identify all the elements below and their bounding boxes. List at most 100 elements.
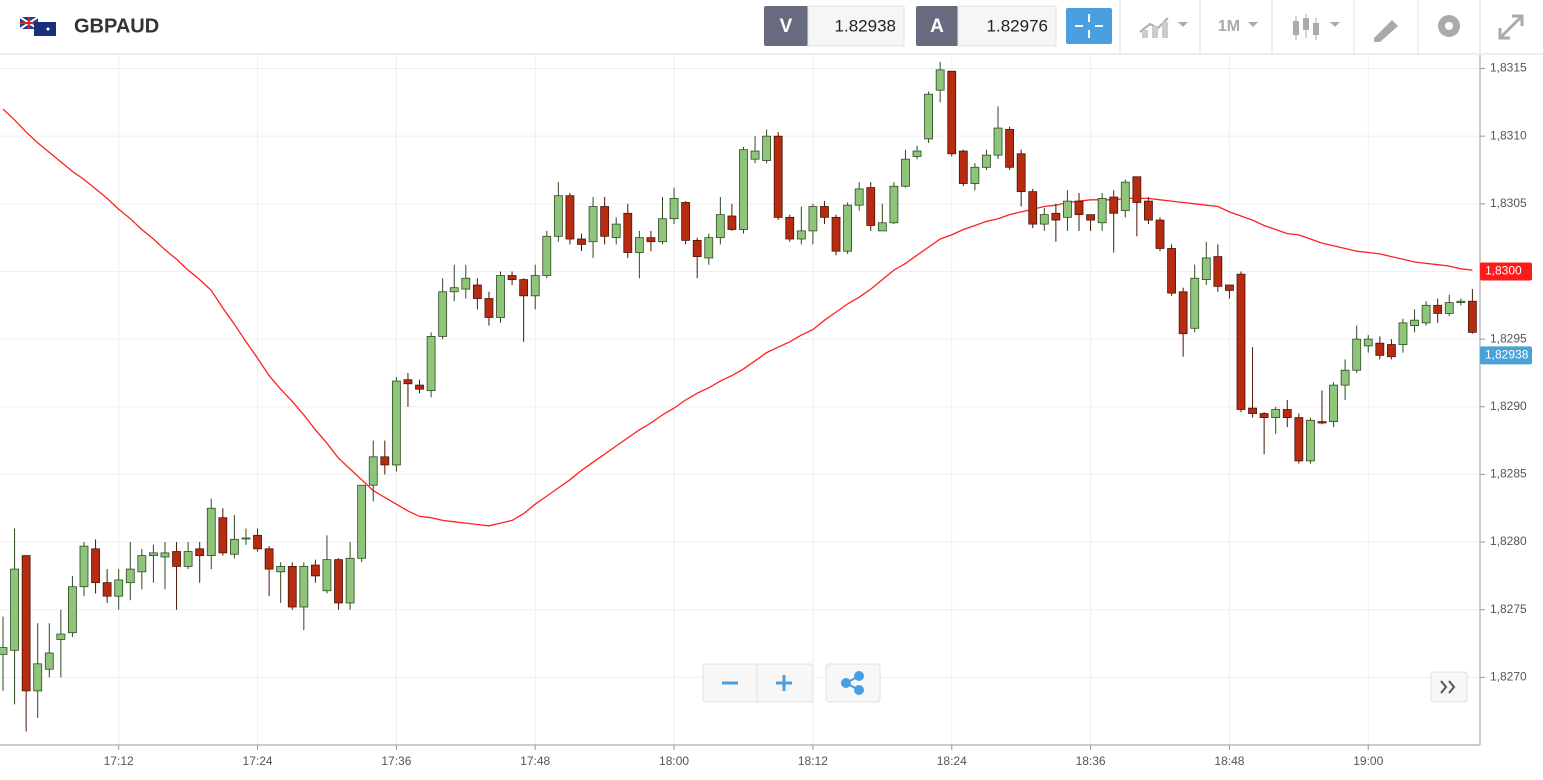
candle-body xyxy=(299,566,309,608)
bid-box[interactable] xyxy=(807,5,905,47)
candle-body xyxy=(785,216,795,240)
flag-star xyxy=(46,27,50,31)
candle-body xyxy=(692,239,702,257)
x-tick-label: 19:00 xyxy=(1353,754,1383,768)
draw-button[interactable] xyxy=(1374,20,1398,42)
chart-type-button[interactable] xyxy=(1293,14,1340,40)
candle-body xyxy=(1167,248,1176,294)
candle-body xyxy=(681,202,691,241)
candle-body xyxy=(137,555,147,573)
candle-body xyxy=(415,384,424,390)
toolbar-dividers xyxy=(1119,0,1481,54)
share-icon xyxy=(841,671,864,695)
crosshair-button[interactable] xyxy=(1066,8,1112,44)
candle-body xyxy=(68,586,77,634)
zoom-box xyxy=(702,663,814,703)
candle-body xyxy=(982,154,991,168)
y-tick-label: 1,8295 xyxy=(1490,331,1527,345)
candle-body xyxy=(993,127,1003,156)
candle-body xyxy=(33,663,43,692)
candle-body xyxy=(1190,277,1200,329)
candle-body xyxy=(403,379,413,385)
candle-body xyxy=(195,548,205,556)
candle-body xyxy=(21,555,31,692)
candle-body xyxy=(646,237,656,243)
candle-body xyxy=(704,237,714,259)
candle-body xyxy=(970,166,980,184)
candle-body xyxy=(357,484,367,559)
flag-au xyxy=(34,22,56,36)
candle-body xyxy=(1097,198,1107,224)
ask-price: 1.82976 xyxy=(987,16,1048,35)
x-tick-label: 17:36 xyxy=(381,754,411,768)
candle-body xyxy=(947,70,957,155)
share-button[interactable] xyxy=(825,663,881,703)
candle-body xyxy=(484,298,494,318)
timeframe[interactable]: 1M xyxy=(1218,18,1240,35)
x-tick-label: 18:36 xyxy=(1076,754,1106,768)
candle-body xyxy=(1375,342,1385,356)
candle-body xyxy=(924,93,933,140)
candle-body xyxy=(565,195,575,240)
candle-body xyxy=(1028,191,1038,225)
y-tick-label: 1,8275 xyxy=(1490,602,1527,616)
indicator-button[interactable] xyxy=(1139,17,1188,38)
scroll-end-icon xyxy=(1440,680,1456,694)
candle-body xyxy=(877,222,887,232)
ask-box[interactable] xyxy=(957,5,1057,47)
fullscreen-button[interactable] xyxy=(1498,14,1524,40)
candle-body xyxy=(634,237,644,253)
candle-body xyxy=(160,552,170,558)
candle-body xyxy=(322,559,332,592)
candle-body xyxy=(588,206,598,243)
candle-body xyxy=(472,284,482,299)
toolbar: GBPAUD V 1.82938 A 1.82976 1M xyxy=(0,0,1543,55)
price-tag-label: 1,8300 xyxy=(1485,264,1522,278)
candle-body xyxy=(1421,304,1431,324)
candle-body xyxy=(1086,214,1095,221)
candle-body xyxy=(125,568,135,584)
candle-body xyxy=(1410,319,1419,326)
candle-body xyxy=(91,548,100,584)
bid-label: V xyxy=(780,16,793,37)
zoom-in[interactable] xyxy=(776,675,792,691)
candle-body xyxy=(762,135,772,161)
candle-body xyxy=(438,291,448,337)
candle-body xyxy=(530,275,540,297)
candle-body xyxy=(10,568,19,651)
candle-body xyxy=(206,507,216,556)
candle-body xyxy=(739,149,748,230)
candle-body xyxy=(831,216,841,252)
candle-body xyxy=(1213,256,1223,287)
candle-body xyxy=(241,537,251,540)
candle-body xyxy=(218,517,228,554)
candle-body xyxy=(1444,302,1454,314)
candle-body xyxy=(843,204,853,252)
candle-body xyxy=(253,534,262,550)
candle-body xyxy=(334,559,343,604)
price-tag-label: 1,82938 xyxy=(1485,348,1529,362)
candle-body xyxy=(611,223,621,239)
candle-body xyxy=(958,150,968,184)
candle-body xyxy=(669,198,679,220)
candle-body xyxy=(889,185,899,224)
candle-body xyxy=(1329,384,1338,423)
candle-body xyxy=(114,579,124,597)
candle-body xyxy=(1271,409,1281,418)
candle-body xyxy=(1016,153,1026,193)
candle-body xyxy=(44,652,54,670)
candle-body xyxy=(1074,200,1084,216)
scroll-end-button[interactable] xyxy=(1430,671,1468,703)
candle-body xyxy=(56,633,66,640)
candle-body xyxy=(1387,344,1396,358)
candle-body xyxy=(1063,200,1072,218)
candle-body xyxy=(1132,176,1142,203)
candle-body xyxy=(1340,369,1350,386)
candle-body xyxy=(600,206,610,237)
ask-label: A xyxy=(930,16,944,37)
candle-body xyxy=(912,150,922,157)
symbol: GBPAUD xyxy=(74,15,159,37)
x-tick-label: 18:48 xyxy=(1214,754,1244,768)
settings-button[interactable] xyxy=(1438,15,1460,37)
